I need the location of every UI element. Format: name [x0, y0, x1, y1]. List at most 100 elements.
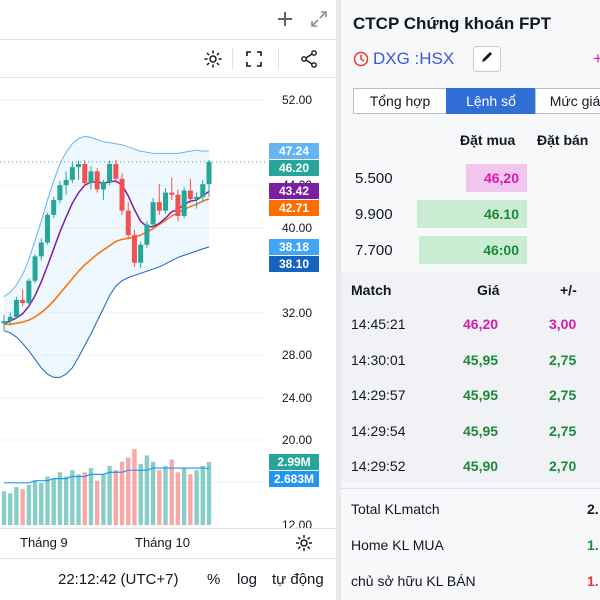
match-row: 14:30:01 45,95 2,75: [341, 342, 600, 378]
candle-body: [175, 194, 181, 216]
bid-price[interactable]: 46:00: [419, 236, 527, 264]
order-book-row[interactable]: 5.500 46,20: [341, 160, 600, 196]
volume-bar: [113, 470, 119, 525]
price-axis-label: 32.00: [282, 305, 313, 320]
candle-body: [82, 163, 88, 184]
expand-icon[interactable]: [240, 46, 268, 72]
candle-body: [144, 224, 150, 245]
volume-bar: [126, 457, 131, 525]
clock-readout: 22:12:42 (UTC+7): [58, 571, 179, 588]
volume-bar: [32, 480, 38, 525]
candle-body: [38, 242, 44, 257]
price-axis-label: 28.00: [282, 348, 313, 363]
candle-body: [119, 178, 125, 211]
volume-bar: [119, 461, 125, 525]
volume-bar: [138, 463, 143, 525]
volume-bar: [1, 491, 7, 525]
candle-body: [32, 256, 38, 281]
ma-slow-line: [4, 198, 210, 326]
edit-button[interactable]: [473, 46, 501, 72]
volume-bar: [144, 455, 150, 525]
candle-body: [100, 182, 106, 190]
candle-body: [187, 190, 193, 199]
volume-bar: [181, 468, 187, 525]
chart-toolbar: [0, 40, 336, 78]
match-price: 46,20: [463, 316, 499, 332]
match-change: 2,75: [549, 351, 577, 368]
summary-label: Home KL MUA: [351, 537, 444, 553]
volume-bar: [45, 476, 50, 525]
candle-body: [63, 179, 69, 186]
match-row: 14:29:54 45,95 2,75: [341, 413, 600, 449]
price-tag: 38.10: [269, 255, 319, 272]
price-tag: 43.42: [269, 183, 319, 200]
candle-body: [200, 184, 206, 197]
candle-body: [7, 316, 13, 322]
bid-price[interactable]: 46.10: [417, 200, 527, 228]
bollinger-lower-line: [3, 246, 210, 378]
percent-scale-button[interactable]: %: [207, 571, 221, 588]
bid-volume: 5.500: [355, 170, 393, 187]
match-time: 14:29:52: [351, 458, 406, 474]
candle-body: [26, 280, 32, 304]
candle-body: [76, 163, 82, 168]
month-label: Tháng 10: [135, 535, 190, 550]
tab-price-level[interactable]: Mức giá: [535, 88, 600, 114]
summary-value: 2.: [587, 501, 599, 517]
toolbar-divider: [232, 48, 233, 70]
volume-bar: [82, 472, 87, 525]
volume-bar: [206, 461, 212, 525]
volume-bar: [76, 474, 81, 525]
ticker-symbol[interactable]: DXG :HSX: [373, 49, 455, 68]
candle-body: [138, 244, 144, 263]
summary-value: 1.: [587, 537, 599, 553]
bollinger-upper-line: [3, 135, 210, 298]
bid-price[interactable]: 46,20: [466, 164, 527, 192]
volume-bar: [70, 470, 75, 525]
match-change: 3,00: [549, 316, 577, 332]
candle-body: [125, 210, 131, 236]
candle-body: [88, 171, 94, 184]
candle-body: [57, 185, 63, 201]
order-panel: CTCP Chứng khoán FPT DXG :HSX +0 Tổng hợ…: [341, 0, 600, 600]
match-time: 14:45:21: [351, 316, 406, 332]
time-axis[interactable]: Tháng 9 Tháng 10: [0, 528, 336, 556]
time-column-header: Match: [351, 282, 392, 298]
order-book-row[interactable]: 7.700 46:00: [341, 232, 600, 268]
candle-body: [163, 192, 169, 211]
buy-column-header: Đặt mua: [460, 132, 516, 148]
volume-bar: [107, 465, 112, 525]
volume-bar: [26, 484, 32, 525]
match-time: 14:29:57: [351, 387, 406, 403]
gear-icon[interactable]: [294, 533, 314, 558]
chart-canvas: [0, 99, 266, 525]
volume-bar: [194, 470, 199, 525]
price-tag: 38.18: [269, 238, 319, 255]
auto-scale-button[interactable]: tự động: [272, 571, 324, 588]
volume-bar: [157, 470, 162, 525]
fullscreen-icon[interactable]: [306, 6, 332, 32]
volume-bar: [20, 489, 25, 525]
candle-body: [107, 163, 113, 183]
share-icon[interactable]: [295, 46, 323, 72]
volume-ma-line: [4, 467, 210, 484]
tab-order-book[interactable]: Lệnh sổ: [446, 88, 536, 114]
add-icon[interactable]: [272, 6, 298, 32]
summary-row: Total KLmatch 2.: [351, 495, 600, 525]
month-label: Tháng 9: [20, 535, 68, 550]
stock-title: CTCP Chứng khoán FPT: [353, 14, 552, 33]
toolbar-divider: [278, 48, 279, 70]
panel-divider[interactable]: [336, 0, 341, 600]
tab-summary[interactable]: Tổng hợp: [353, 88, 447, 114]
candle-body: [94, 171, 100, 190]
log-scale-button[interactable]: log: [237, 571, 258, 588]
price-chart[interactable]: 52.0044.0040.0032.0028.0024.0020.0016.00…: [0, 79, 336, 532]
candle-body: [169, 192, 175, 195]
volume-bar: [94, 480, 100, 525]
volume-bar: [8, 493, 13, 525]
match-change: 2,75: [549, 422, 577, 439]
candle-body: [194, 196, 200, 199]
settings-icon[interactable]: [199, 46, 227, 72]
pencil-icon: [480, 50, 494, 69]
order-book-row[interactable]: 9.900 46.10: [341, 196, 600, 232]
